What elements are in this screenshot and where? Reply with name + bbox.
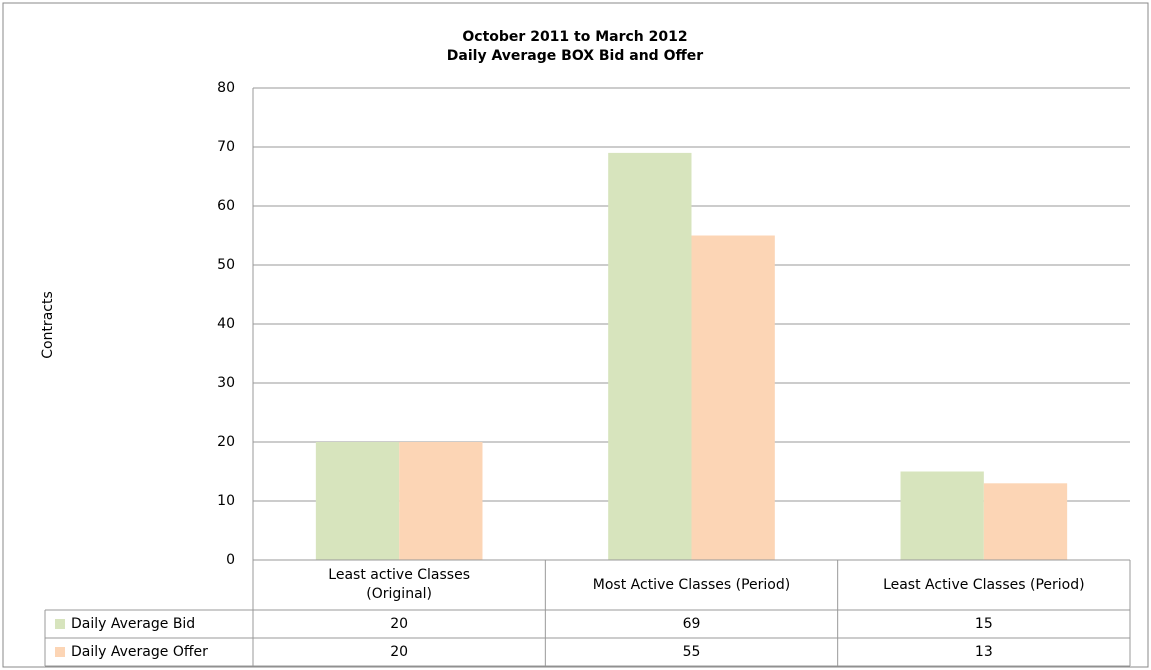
table-value: 69 (683, 616, 701, 632)
y-tick-label: 20 (217, 434, 235, 450)
bar (608, 152, 692, 560)
y-tick-label: 0 (226, 552, 235, 568)
y-tick-label: 70 (217, 139, 235, 155)
bar (983, 483, 1068, 560)
table-value: 15 (975, 616, 993, 632)
y-tick-label: 60 (217, 198, 235, 214)
bar (691, 235, 775, 560)
y-tick-label: 80 (217, 80, 235, 96)
y-tick-label: 40 (217, 316, 235, 332)
bar (900, 471, 984, 560)
chart-subtitle: Daily Average BOX Bid and Offer (447, 48, 704, 64)
y-axis-label: Contracts (40, 291, 56, 359)
bar (399, 442, 483, 560)
x-tick-label: Least Active Classes (Period) (883, 576, 1085, 593)
bar (315, 442, 400, 560)
y-tick-label: 30 (217, 375, 235, 391)
x-tick-label: Most Active Classes (Period) (592, 576, 791, 593)
table-value: 55 (683, 644, 701, 660)
x-tick-label: Least active Classes (Original) (328, 567, 471, 602)
legend-key (55, 647, 65, 657)
y-tick-label: 50 (217, 257, 235, 273)
legend-key (55, 619, 65, 629)
chart-title: October 2011 to March 2012 (462, 29, 687, 45)
table-value: 20 (390, 644, 408, 660)
y-tick-label: 10 (217, 493, 235, 509)
table-value: 13 (975, 644, 993, 660)
legend-label: Daily Average Bid (71, 616, 195, 632)
legend-label: Daily Average Offer (71, 644, 208, 660)
table-value: 20 (390, 616, 408, 632)
